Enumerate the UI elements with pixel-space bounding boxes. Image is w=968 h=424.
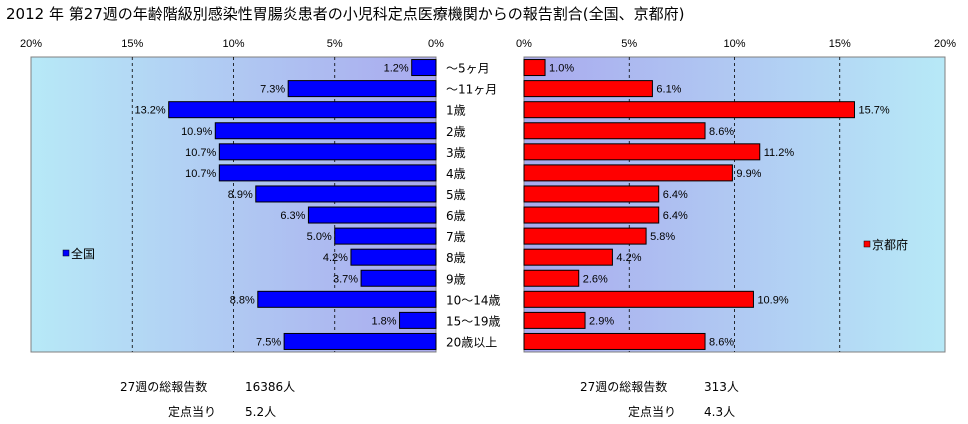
right-axis-tick-label: 5% (621, 38, 637, 50)
national-bar (255, 185, 437, 203)
category-label: ～11ヶ月 (446, 83, 497, 97)
right-axis-tick-label: 0% (516, 38, 532, 50)
national-legend-swatch (62, 249, 70, 257)
kyoto-data-label: 6.4% (663, 210, 688, 222)
category-label: 9歳 (446, 272, 466, 286)
right-axis-tick-label: 10% (723, 38, 745, 50)
left-axis-tick-label: 0% (428, 38, 444, 50)
category-label: 3歳 (446, 146, 466, 160)
national-data-label: 7.5% (256, 336, 281, 348)
national-data-label: 10.7% (185, 147, 216, 159)
kyoto-data-label: 10.9% (757, 294, 788, 306)
category-label: 10～14歳 (446, 293, 501, 307)
national-bar (218, 164, 437, 182)
national-bar (307, 206, 437, 224)
kyoto-bar (523, 248, 613, 266)
national-bar (334, 227, 437, 245)
category-label: ～5ヶ月 (446, 62, 490, 76)
kyoto-total-value: 313人 (704, 380, 739, 394)
national-bar (218, 143, 437, 161)
kyoto-bar (523, 269, 580, 287)
national-legend-label: 全国 (71, 246, 95, 261)
left-axis-tick-label: 10% (222, 38, 244, 50)
kyoto-data-label: 2.9% (589, 315, 614, 327)
category-label: 15～19歳 (446, 314, 501, 328)
kyoto-bar (523, 185, 660, 203)
category-label: 7歳 (446, 230, 466, 244)
kyoto-data-label: 4.2% (616, 252, 641, 264)
national-data-label: 1.8% (371, 315, 396, 327)
left-axis-tick-label: 5% (327, 38, 343, 50)
kyoto-bar (523, 206, 660, 224)
national-bar (360, 269, 437, 287)
category-label: 20歳以上 (446, 335, 497, 349)
national-data-label: 8.8% (230, 294, 255, 306)
kyoto-per-label: 定点当り (628, 405, 677, 419)
category-label: 2歳 (446, 125, 466, 139)
left-axis-tick-label: 15% (121, 38, 143, 50)
kyoto-legend-swatch (863, 240, 871, 248)
national-bar (350, 248, 437, 266)
chart-title: 2012 年 第27週の年齢階級別感染性胃腸炎患者の小児科定点医療機関からの報告… (6, 5, 685, 23)
kyoto-data-label: 15.7% (858, 105, 889, 117)
national-total-value: 16386人 (245, 380, 296, 394)
national-total-label: 27週の総報告数 (120, 380, 208, 394)
category-label: 4歳 (446, 167, 466, 181)
kyoto-data-label: 6.4% (663, 189, 688, 201)
left-axis-tick-label: 20% (20, 38, 42, 50)
kyoto-bar (523, 311, 586, 329)
national-data-label: 1.2% (384, 63, 409, 75)
national-bar (411, 59, 437, 77)
kyoto-data-label: 5.8% (650, 231, 675, 243)
national-data-label: 10.7% (185, 168, 216, 180)
kyoto-per-value: 4.3人 (704, 405, 736, 419)
right-axis-tick-label: 20% (934, 38, 956, 50)
national-data-label: 6.3% (280, 210, 305, 222)
right-axis-tick-label: 15% (829, 38, 851, 50)
kyoto-bar (523, 143, 761, 161)
national-data-label: 4.2% (323, 252, 348, 264)
kyoto-data-label: 8.6% (709, 126, 734, 138)
kyoto-bar (523, 59, 546, 77)
category-label: 8歳 (446, 251, 466, 265)
category-label: 5歳 (446, 188, 466, 202)
kyoto-bar (523, 80, 653, 98)
kyoto-bar (523, 290, 754, 308)
kyoto-data-label: 6.1% (656, 84, 681, 96)
national-bar (214, 122, 437, 140)
national-bar (257, 290, 437, 308)
national-bar (287, 80, 437, 98)
kyoto-bar (523, 332, 706, 350)
national-per-value: 5.2人 (245, 405, 277, 419)
category-label: 6歳 (446, 209, 466, 223)
kyoto-bar (523, 227, 647, 245)
national-bar (399, 311, 437, 329)
kyoto-total-label: 27週の総報告数 (580, 380, 668, 394)
national-bar (283, 332, 437, 350)
national-data-label: 5.0% (307, 231, 332, 243)
kyoto-bar (523, 164, 733, 182)
national-data-label: 7.3% (260, 84, 285, 96)
kyoto-data-label: 1.0% (549, 63, 574, 75)
kyoto-data-label: 8.6% (709, 336, 734, 348)
kyoto-bar (523, 122, 706, 140)
kyoto-legend-label: 京都府 (872, 237, 908, 252)
kyoto-bar (523, 101, 855, 119)
national-data-label: 3.7% (333, 273, 358, 285)
kyoto-data-label: 9.9% (736, 168, 761, 180)
national-per-label: 定点当り (168, 405, 217, 419)
category-label: 1歳 (446, 104, 466, 118)
kyoto-data-label: 2.6% (583, 273, 608, 285)
national-data-label: 10.9% (181, 126, 212, 138)
national-data-label: 13.2% (134, 105, 165, 117)
national-data-label: 8.9% (228, 189, 253, 201)
national-bar (168, 101, 437, 119)
kyoto-data-label: 11.2% (764, 147, 795, 159)
